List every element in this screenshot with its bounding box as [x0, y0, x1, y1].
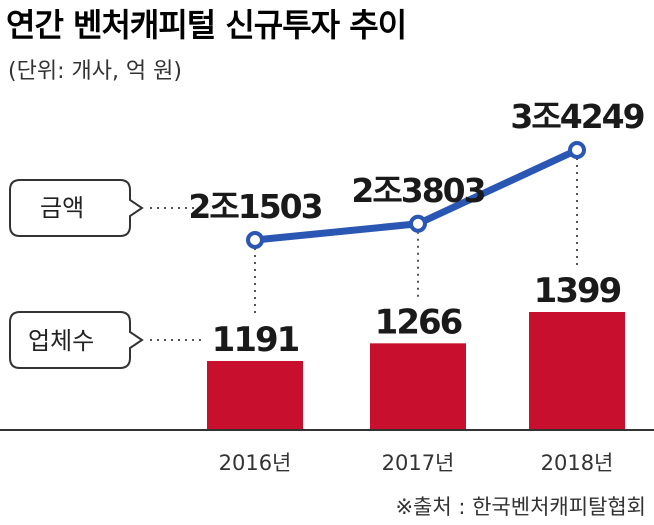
- bar-label-2: 1399: [534, 271, 621, 311]
- legend-amount: 금액: [9, 179, 196, 237]
- line-point-2: [568, 141, 586, 159]
- x-axis-ticks: 2016년 2017년 2018년: [219, 451, 614, 475]
- bar-1: [370, 343, 466, 430]
- line-point-0: [246, 231, 264, 249]
- chart-subtitle: (단위: 개사, 억 원): [8, 59, 182, 84]
- legend-amount-label: 금액: [40, 194, 84, 222]
- x-tick-0: 2016년: [219, 451, 292, 475]
- legend-count: 업체수: [9, 311, 206, 369]
- legend-amount-box: [9, 179, 144, 237]
- line-series: 2조1503 2조3803 3조4249: [188, 97, 646, 249]
- x-tick-2: 2018년: [541, 451, 614, 475]
- source-note: ※출처 : 한국벤처캐피탈협회: [395, 495, 646, 519]
- line-label-2: 3조4249: [510, 97, 643, 136]
- line-label-0: 2조1503: [188, 187, 321, 226]
- bar-2: [529, 312, 625, 430]
- bar-label-0: 1191: [212, 320, 299, 360]
- line-label-1: 2조3803: [351, 171, 484, 210]
- legend-count-box: [9, 311, 144, 369]
- chart-title: 연간 벤처캐피털 신규투자 추이: [6, 6, 406, 44]
- legend-count-label: 업체수: [28, 327, 94, 355]
- line-point-1: [409, 214, 427, 233]
- guide-lines: [254, 158, 578, 317]
- bar-0: [207, 361, 303, 430]
- bar-series: 1191 1266 1399: [207, 271, 625, 430]
- bar-label-1: 1266: [375, 302, 462, 342]
- x-tick-1: 2017년: [382, 451, 455, 475]
